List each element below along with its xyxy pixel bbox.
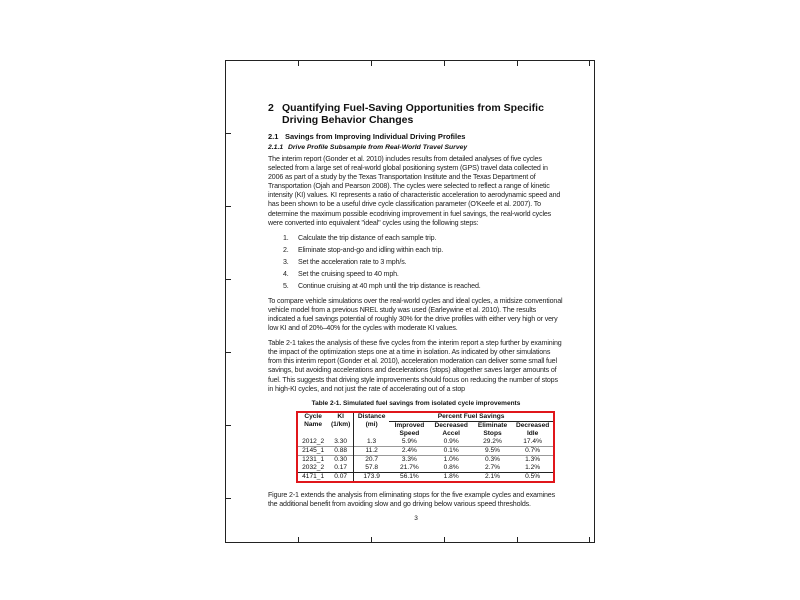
column-header: Decreased Idle bbox=[515, 421, 550, 437]
frame-tick bbox=[517, 61, 518, 66]
paragraph: Figure 2-1 extends the analysis from eli… bbox=[268, 490, 555, 508]
section-heading: 2 Quantifying Fuel-Saving Opportunities … bbox=[268, 102, 544, 126]
list-item: 3. Set the acceleration rate to 3 mph/s. bbox=[283, 257, 407, 266]
table-cell: 0.9% bbox=[443, 437, 459, 445]
table-cell: 2145_1 bbox=[298, 445, 329, 456]
frame-tick bbox=[444, 537, 445, 542]
table-cell: 1.8% bbox=[429, 471, 473, 481]
table-cell: 20.7 bbox=[353, 454, 390, 464]
table-cell: 0.7% bbox=[512, 445, 553, 456]
table-row: 2032_2 0.17 57.8 21.7% 0.8% 2.7% 1.2% bbox=[298, 463, 553, 473]
paragraph: The interim report (Gonder et al. 2010) … bbox=[268, 155, 561, 227]
table-cell: 56.1% bbox=[389, 471, 430, 481]
table-cell: 57.8 bbox=[365, 463, 379, 471]
list-item: 4. Set the cruising speed to 40 mph. bbox=[283, 269, 399, 278]
frame-tick bbox=[226, 498, 231, 499]
frame-tick bbox=[298, 61, 299, 66]
page-frame bbox=[225, 60, 595, 543]
table-cell: 21.7% bbox=[400, 463, 419, 471]
frame-tick bbox=[226, 425, 231, 426]
table-cell: 1.0% bbox=[429, 454, 473, 464]
fuel-savings-table: Cycle Name KI (1/km) Distance (mi) Perce… bbox=[296, 410, 555, 483]
frame-tick bbox=[589, 61, 590, 66]
table-cell: 0.88 bbox=[328, 445, 355, 456]
column-header: Distance (mi) bbox=[357, 412, 386, 428]
table-cell: 3.30 bbox=[328, 437, 355, 447]
table-row: 2012_2 3.30 1.3 5.9% 0.9% 29.2% 17.4% bbox=[298, 437, 553, 447]
page-number: 3 bbox=[414, 514, 418, 522]
table-cell: 0.1% bbox=[429, 445, 473, 456]
table-cell: 0.30 bbox=[328, 454, 355, 464]
frame-tick bbox=[226, 352, 231, 353]
table-cell: 1.3% bbox=[512, 454, 553, 464]
frame-tick bbox=[589, 537, 590, 542]
frame-tick bbox=[226, 206, 231, 207]
list-item: 2. Eliminate stop-and-go and idling withi… bbox=[283, 245, 444, 254]
frame-tick bbox=[371, 537, 372, 542]
table-cell: 2032_2 bbox=[302, 463, 325, 471]
column-header: Cycle Name bbox=[304, 412, 323, 428]
group-header: Percent Fuel Savings bbox=[389, 412, 553, 422]
table-row: 1231_1 0.30 20.7 3.3% 1.0% 0.3% 1.3% bbox=[298, 454, 553, 464]
table-cell: 0.17 bbox=[328, 463, 355, 473]
table-cell: 1.3 bbox=[367, 437, 377, 445]
table-cell: 1231_1 bbox=[298, 454, 329, 464]
column-header: Improved Speed bbox=[394, 421, 425, 437]
table-cell: 2012_2 bbox=[302, 437, 325, 445]
table-cell: 17.4% bbox=[523, 437, 542, 445]
table-cell: 2.1% bbox=[472, 471, 513, 481]
column-header: Decreased Accel bbox=[434, 421, 468, 437]
steps-list: 1. Calculate the trip distance of each sa… bbox=[283, 234, 564, 291]
table-cell: 2.4% bbox=[389, 445, 430, 456]
column-header: KI (1/km) bbox=[328, 412, 355, 438]
table-cell: 9.5% bbox=[472, 445, 513, 456]
table-cell: 173.9 bbox=[353, 471, 390, 481]
table-cell: 0.07 bbox=[328, 471, 355, 481]
list-item: 1. Calculate the trip distance of each sa… bbox=[283, 233, 437, 242]
frame-tick bbox=[298, 537, 299, 542]
table-cell: 29.2% bbox=[483, 437, 502, 445]
table-cell: 11.2 bbox=[353, 445, 390, 456]
frame-tick bbox=[444, 61, 445, 66]
table-caption: Table 2-1. Simulated fuel savings from i… bbox=[311, 399, 521, 407]
table-cell: 0.8% bbox=[443, 463, 459, 471]
table-row: 2145_1 0.88 11.2 2.4% 0.1% 9.5% 0.7% bbox=[298, 445, 553, 456]
table-cell: 5.9% bbox=[401, 437, 417, 445]
table-row: 4171_1 0.07 173.9 56.1% 1.8% 2.1% 0.5% bbox=[298, 471, 553, 481]
frame-tick bbox=[371, 61, 372, 66]
table-cell: 1.2% bbox=[525, 463, 541, 471]
frame-tick bbox=[226, 133, 231, 134]
page-content: 2 Quantifying Fuel-Saving Opportunities … bbox=[268, 0, 564, 563]
list-item: 5. Continue cruising at 40 mph until the … bbox=[283, 281, 481, 290]
table-cell: 2.7% bbox=[484, 463, 500, 471]
table-cell: 3.3% bbox=[389, 454, 430, 464]
table-cell: 4171_1 bbox=[298, 471, 329, 481]
paragraph: To compare vehicle simulations over the … bbox=[268, 296, 563, 333]
table-cell: 0.3% bbox=[472, 454, 513, 464]
frame-tick bbox=[517, 537, 518, 542]
table-cell: 0.5% bbox=[512, 471, 553, 481]
frame-tick bbox=[226, 279, 231, 280]
subsection-heading: 2.1 Savings from Improving Individual Dri… bbox=[268, 132, 466, 141]
column-header: Eliminate Stops bbox=[477, 421, 508, 437]
paragraph: Table 2-1 takes the analysis of these fi… bbox=[268, 339, 562, 393]
subsubsection-heading: 2.1.1 Drive Profile Subsample from Real-W… bbox=[268, 144, 468, 151]
